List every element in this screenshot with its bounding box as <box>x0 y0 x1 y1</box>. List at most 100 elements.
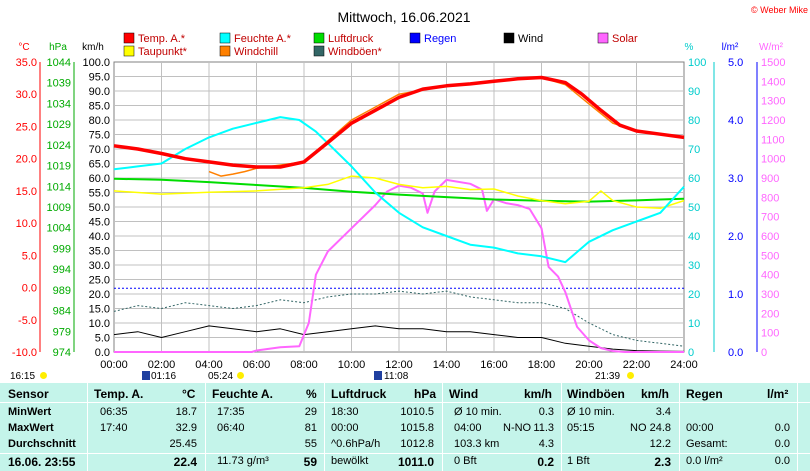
header-wind: Wind <box>449 387 479 401</box>
solar-axis-unit: W/m² <box>759 42 784 53</box>
rain-info: 00:00 <box>686 422 714 434</box>
row-label: MinWert <box>8 406 52 418</box>
wind-value: 4.3 <box>538 438 554 450</box>
legend-label: Regen <box>424 33 456 45</box>
legend-swatch <box>313 45 325 57</box>
legend-swatch <box>219 32 231 44</box>
temp-tick-label: -10.0 <box>12 347 37 359</box>
temp-time: 17:40 <box>100 422 128 434</box>
rain-axis-unit: l/m² <box>722 42 739 53</box>
header-pressure-unit: hPa <box>414 387 437 401</box>
gust-value: 2.3 <box>654 455 671 469</box>
temp-value: 22.4 <box>173 455 197 469</box>
solar-tick-label: 1100 <box>761 134 785 146</box>
series-line-windben <box>113 290 685 347</box>
solar-tick-label: 500 <box>761 250 779 262</box>
copyright-label[interactable]: © Weber Mike <box>751 5 808 15</box>
pressure-tick-label: 1024 <box>47 140 71 152</box>
wind-tick-label: 60.0 <box>89 173 110 185</box>
pressure-time: bewölkt <box>331 455 369 467</box>
pressure-tick-label: 1039 <box>47 78 71 90</box>
wind-value: 11.3 <box>533 422 554 434</box>
temp-tick-label: 20.0 <box>16 154 37 166</box>
gust-info: 1 Bft <box>567 455 590 467</box>
header-gust-unit: km/h <box>641 387 670 401</box>
pressure-tick-label: 979 <box>53 326 71 338</box>
temp-tick-label: 10.0 <box>16 218 37 230</box>
series-line-luftdruck <box>113 177 685 203</box>
rain-tick-label: 0.0 <box>728 347 743 359</box>
series-line-tempa <box>113 75 685 169</box>
row-label: 16.06. 23:55 <box>8 455 76 469</box>
wind-tick-label: 50.0 <box>89 202 110 214</box>
sun-times-bar: 16:15 01:16 05:24 11:08 21:39 <box>0 369 810 383</box>
x-tick-label: 00:00 <box>100 359 128 371</box>
solar-tick-label: 1200 <box>761 115 785 127</box>
series-line-taupunkt <box>113 175 685 210</box>
gust-direction: NO <box>630 422 647 434</box>
pressure-time: 18:30 <box>331 406 359 418</box>
legend-swatch <box>409 32 421 44</box>
x-tick-label: 10:00 <box>338 359 366 371</box>
series-line-wind <box>113 325 685 352</box>
pressure-tick-label: 984 <box>53 306 71 318</box>
solar-tick-label: 100 <box>761 328 779 340</box>
temp-tick-label: 5.0 <box>22 250 37 262</box>
solar-tick-label: 1400 <box>761 76 785 88</box>
moonrise-time: 01:16 <box>151 371 177 382</box>
grid <box>114 62 684 352</box>
sunset-time: 21:39 <box>595 371 621 382</box>
wind-tick-label: 20.0 <box>89 289 110 301</box>
solar-tick-label: 1500 <box>761 57 785 69</box>
pressure-tick-label: 1044 <box>47 57 71 69</box>
rain-tick-label: 5.0 <box>728 57 743 69</box>
x-tick-label: 12:00 <box>385 359 413 371</box>
wind-value: 0.3 <box>538 406 554 418</box>
humidity-value: 29 <box>304 406 317 418</box>
temp-value: 18.7 <box>175 406 197 418</box>
gust-info: Ø 10 min. <box>567 406 615 418</box>
pressure-time: ^0.6hPa/h <box>331 438 381 450</box>
solar-tick-label: 300 <box>761 289 779 301</box>
temp-value: 32.9 <box>175 422 197 434</box>
wind-tick-label: 25.0 <box>89 275 110 287</box>
legend-label: Temp. A.* <box>138 33 186 45</box>
x-tick-label: 22:00 <box>623 359 651 371</box>
sunset-icon <box>627 372 634 379</box>
series-line-feuchtea <box>113 116 685 264</box>
humidity-tick-label: 80 <box>688 115 700 127</box>
header-gust: Windböen <box>567 387 625 401</box>
wind-tick-label: 85.0 <box>89 101 110 113</box>
legend: Temp. A.* Feuchte A.* Luftdruck Regen Wind So… <box>123 32 638 58</box>
pressure-tick-label: 1019 <box>47 161 71 173</box>
humidity-tick-label: 0 <box>688 347 694 359</box>
pressure-tick-label: 974 <box>53 347 71 359</box>
legend-label: Taupunkt* <box>138 46 188 58</box>
wind-tick-label: 5.0 <box>95 333 110 345</box>
x-tick-label: 18:00 <box>528 359 556 371</box>
row-label: MaxWert <box>8 422 54 434</box>
wind-tick-label: 40.0 <box>89 231 110 243</box>
pressure-value: 1010.5 <box>400 406 434 418</box>
sunrise-icon <box>237 372 244 379</box>
x-tick-label: 02:00 <box>148 359 176 371</box>
legend-swatch <box>597 32 609 44</box>
pressure-value: 1015.8 <box>400 422 434 434</box>
temp-tick-label: 35.0 <box>16 57 37 69</box>
x-tick-label: 04:00 <box>195 359 223 371</box>
solar-tick-label: 200 <box>761 308 779 320</box>
humidity-value: 59 <box>303 455 317 469</box>
series-group <box>113 75 685 353</box>
rain-value: 0.0 <box>774 438 790 450</box>
rain-tick-label: 2.0 <box>728 231 743 243</box>
wind-info: 04:00 <box>454 422 482 434</box>
legend-swatch <box>123 32 135 44</box>
wind-tick-label: 35.0 <box>89 246 110 258</box>
pressure-tick-label: 989 <box>53 285 71 297</box>
x-tick-label: 16:00 <box>480 359 508 371</box>
legend-label: Windchill <box>234 46 278 58</box>
pressure-tick-label: 1034 <box>47 98 71 110</box>
solar-tick-label: 800 <box>761 192 779 204</box>
legend-swatch <box>313 32 325 44</box>
series-line-solar <box>114 178 684 353</box>
